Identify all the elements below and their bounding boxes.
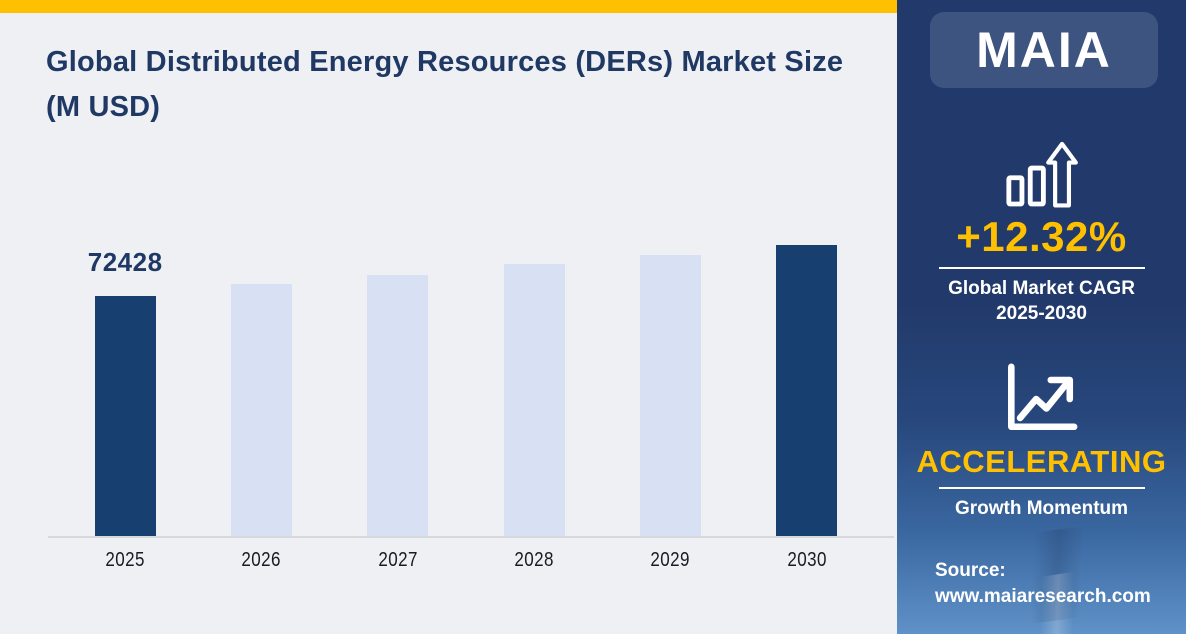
data-label-2025: 72428 bbox=[87, 247, 163, 277]
bar-cell-2030 bbox=[739, 245, 875, 536]
cagr-label-line1: Global Market CAGR bbox=[948, 278, 1135, 299]
x-tick-2027: 2027 bbox=[378, 549, 418, 571]
bar-2029 bbox=[639, 255, 701, 536]
bar-cell-2028 bbox=[466, 245, 602, 536]
bar-2028 bbox=[503, 264, 565, 536]
chart-title: Global Distributed Energy Resources (DER… bbox=[46, 46, 844, 123]
source-url: www.maiaresearch.com bbox=[935, 586, 1151, 607]
gold-accent-strip bbox=[0, 0, 897, 13]
trend-line-up-icon bbox=[1007, 363, 1077, 431]
x-tick-2025: 2025 bbox=[105, 549, 145, 571]
sidebar: MAIA +12.32% Global Market CAGR 2025-203… bbox=[897, 0, 1186, 634]
momentum-label: Growth Momentum bbox=[954, 498, 1129, 519]
cagr-label-line2: 2025-2030 bbox=[996, 303, 1087, 324]
x-axis-line bbox=[48, 536, 894, 538]
bar-2026 bbox=[230, 284, 292, 536]
bar-chart-up-arrow-icon bbox=[1005, 141, 1078, 208]
bar-chart: 72428 bbox=[57, 245, 875, 536]
source-label: Source: bbox=[935, 560, 1006, 581]
brand-logo-box: MAIA bbox=[930, 12, 1158, 88]
divider bbox=[938, 487, 1145, 489]
divider bbox=[938, 267, 1145, 269]
x-tick-2030: 2030 bbox=[787, 549, 827, 571]
x-axis-tick-labels: 2025 2026 2027 2028 2029 2030 bbox=[57, 549, 875, 572]
cagr-value: +12.32% bbox=[956, 213, 1127, 260]
x-tick-2029: 2029 bbox=[650, 549, 691, 571]
momentum-value: ACCELERATING bbox=[916, 444, 1167, 479]
bar-2027 bbox=[367, 275, 429, 536]
source-block: Source: www.maiaresearch.com bbox=[935, 558, 1151, 610]
bar-cell-2025: 72428 bbox=[57, 245, 193, 536]
bar-cell-2027 bbox=[330, 245, 466, 536]
momentum-stat-block: ACCELERATING Growth Momentum bbox=[897, 362, 1186, 521]
x-tick-2028: 2028 bbox=[514, 549, 554, 571]
bar-2025: 72428 bbox=[88, 247, 162, 536]
x-tick-2026: 2026 bbox=[241, 549, 282, 571]
bar-2030 bbox=[776, 245, 838, 536]
brand-logo-text: MAIA bbox=[976, 22, 1112, 78]
bar-cell-2029 bbox=[602, 245, 738, 536]
bar-cell-2026 bbox=[193, 245, 329, 536]
cagr-stat-block: +12.32% Global Market CAGR 2025-2030 bbox=[897, 140, 1186, 326]
